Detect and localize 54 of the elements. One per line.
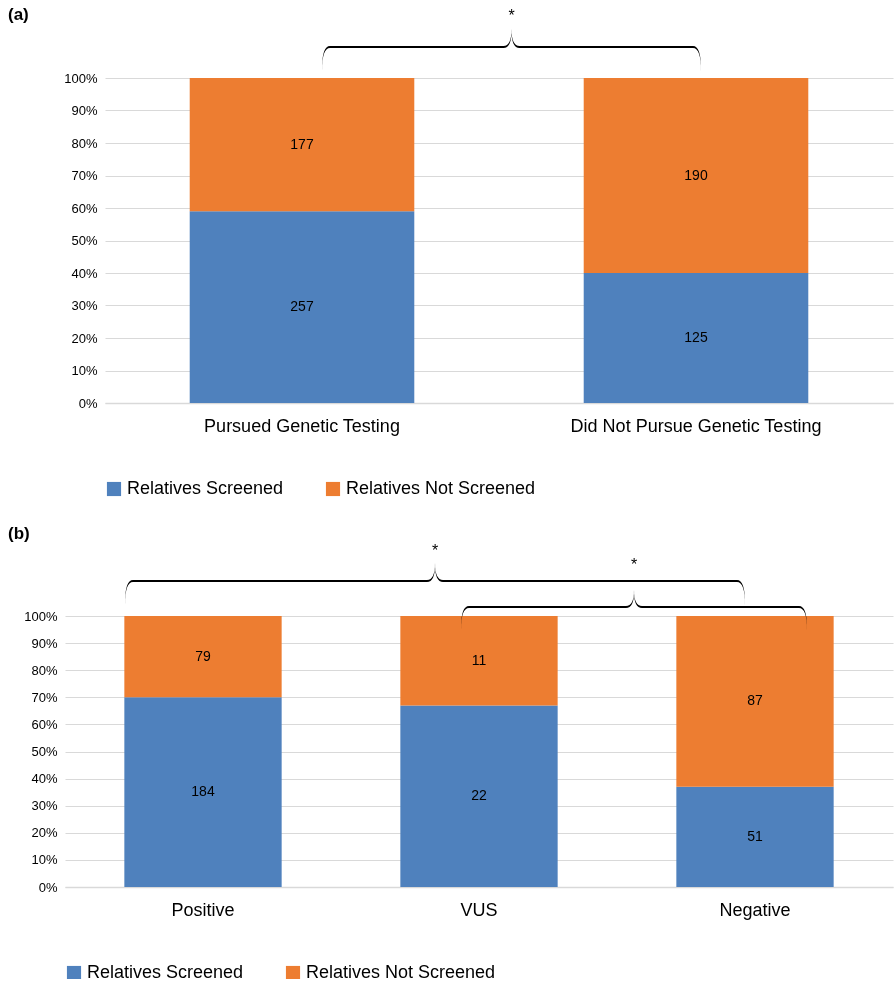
annotation: 125 (684, 329, 708, 345)
legend-label: Relatives Screened (127, 478, 284, 498)
y-tick-label: 90% (31, 635, 58, 651)
text: * (508, 7, 515, 24)
y-tick-label: 60% (71, 200, 98, 216)
bar (189, 78, 415, 212)
legend-label: Relatives Screened (87, 962, 244, 982)
x-tick-label: Pursued Genetic Testing (204, 415, 400, 436)
y-tick-label: 30% (71, 298, 98, 313)
y-tick-label: 0% (78, 395, 98, 411)
y-tick-label: 70% (71, 168, 98, 183)
legend-label: Relatives Not Screened (306, 962, 496, 982)
bar (583, 78, 809, 273)
y-tick-label: 100% (24, 608, 58, 624)
y-tick-label: 90% (71, 103, 98, 118)
y-tick-label: 70% (31, 689, 58, 705)
text: * (630, 556, 638, 573)
bar (189, 211, 415, 403)
annotation: 51 (747, 827, 763, 844)
y-tick-label: 60% (31, 716, 58, 732)
bar (400, 705, 558, 887)
annotation: 184 (191, 783, 215, 800)
y-tick-label: 40% (71, 265, 98, 281)
y-tick-label: 50% (31, 744, 58, 759)
y-tick-label: 40% (31, 771, 58, 787)
y-tick-label: 10% (31, 852, 58, 868)
legend-label: Relatives Not Screened (346, 478, 536, 498)
y-tick-label: 100% (64, 70, 98, 86)
x-tick-label: Positive (171, 899, 235, 920)
annotation: 11 (471, 651, 487, 668)
chart-title: (b) (8, 524, 30, 543)
y-tick-label: 10% (71, 363, 98, 378)
x-tick-label: Negative (719, 899, 791, 920)
bar (676, 786, 834, 887)
x-tick-label: VUS (460, 899, 498, 920)
x-tick-label: Did Not Pursue Genetic Testing (570, 415, 822, 436)
y-tick-label: 30% (31, 798, 58, 814)
annotation: 79 (195, 647, 211, 664)
annotation: 190 (684, 166, 708, 183)
y-tick-label: 0% (38, 879, 58, 895)
annotation: 87 (747, 692, 763, 709)
y-tick-label: 80% (31, 662, 58, 678)
bar (124, 697, 282, 887)
y-tick-label: 20% (71, 330, 98, 346)
chart-title: (a) (8, 5, 29, 24)
bar (583, 273, 809, 403)
bar (124, 616, 282, 698)
y-tick-label: 80% (71, 135, 98, 151)
y-tick-label: 20% (31, 825, 58, 841)
annotation: 22 (471, 787, 487, 804)
annotation: 257 (290, 298, 314, 315)
annotation: 177 (290, 135, 314, 152)
y-tick-label: 50% (71, 233, 98, 248)
text: * (431, 542, 439, 559)
